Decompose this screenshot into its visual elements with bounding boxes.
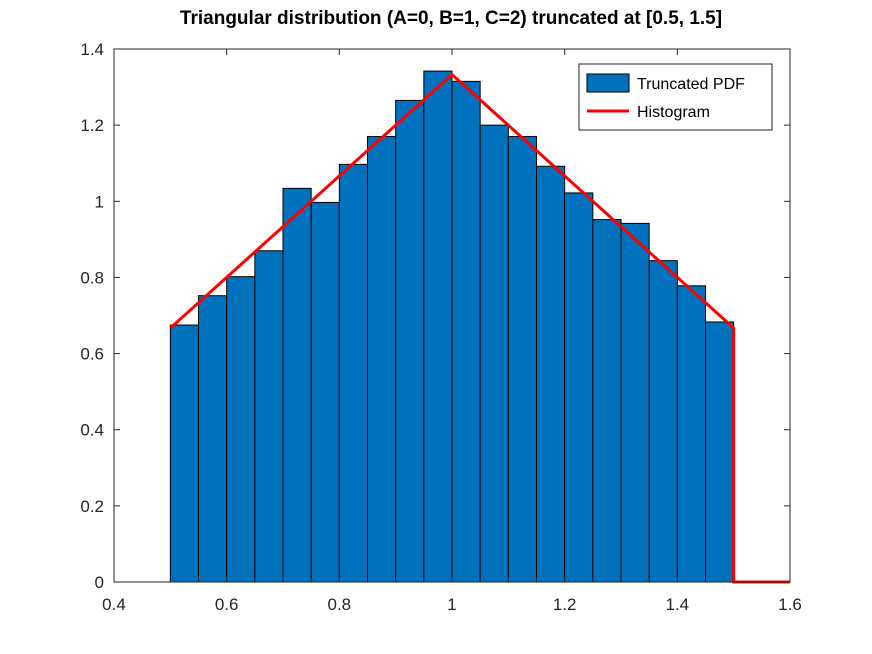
histogram-bar [705, 321, 735, 583]
histogram-bar [451, 80, 481, 583]
y-tick-label: 1.4 [80, 40, 104, 59]
x-tick-label: 1 [447, 595, 456, 614]
histogram-bar [423, 70, 453, 583]
y-tick-label: 0.2 [80, 497, 104, 516]
histogram-bar [536, 165, 566, 583]
x-tick-label: 1.6 [778, 595, 802, 614]
histogram-bar [338, 163, 369, 583]
histogram-bar [507, 136, 538, 583]
histogram-bar [367, 136, 397, 583]
histogram-bar [282, 187, 312, 583]
histogram-bar [310, 201, 340, 583]
histogram-bar [169, 324, 199, 583]
histogram-bar [254, 250, 284, 583]
histogram-bar [564, 192, 594, 583]
x-tick-label: 0.8 [328, 595, 352, 614]
legend-swatch-truncated-pdf [586, 73, 630, 93]
y-tick-label: 0.4 [80, 421, 104, 440]
y-tick-label: 0 [95, 573, 104, 592]
histogram-bar [620, 222, 650, 583]
x-tick-label: 0.6 [215, 595, 239, 614]
x-tick-label: 1.2 [553, 595, 577, 614]
histogram-bar [395, 99, 425, 583]
y-tick-label: 0.6 [80, 345, 104, 364]
x-tick-label: 0.4 [102, 595, 126, 614]
y-tick-label: 0.8 [80, 268, 104, 287]
histogram-bar [479, 124, 509, 583]
x-tick-label: 1.4 [666, 595, 690, 614]
histogram-bar [648, 260, 678, 583]
histogram-bar [676, 285, 706, 583]
legend: Truncated PDF Histogram [578, 63, 773, 131]
legend-label-truncated-pdf: Truncated PDF [637, 76, 745, 93]
axis-ticks: 0.4 0.6 0.8 1 1.2 1.4 1.6 0 0.2 0.4 0.6 0.8 1 1.2 1.4 [80, 40, 801, 614]
histogram-bars [169, 70, 735, 583]
histogram-bar [226, 276, 256, 583]
legend-label-histogram: Histogram [637, 104, 710, 121]
histogram-bar [592, 219, 622, 583]
y-tick-label: 1 [95, 192, 104, 211]
y-tick-label: 1.2 [80, 116, 104, 135]
chart-title: Triangular distribution (A=0, B=1, C=2) … [180, 8, 722, 29]
histogram-bar [198, 295, 228, 583]
